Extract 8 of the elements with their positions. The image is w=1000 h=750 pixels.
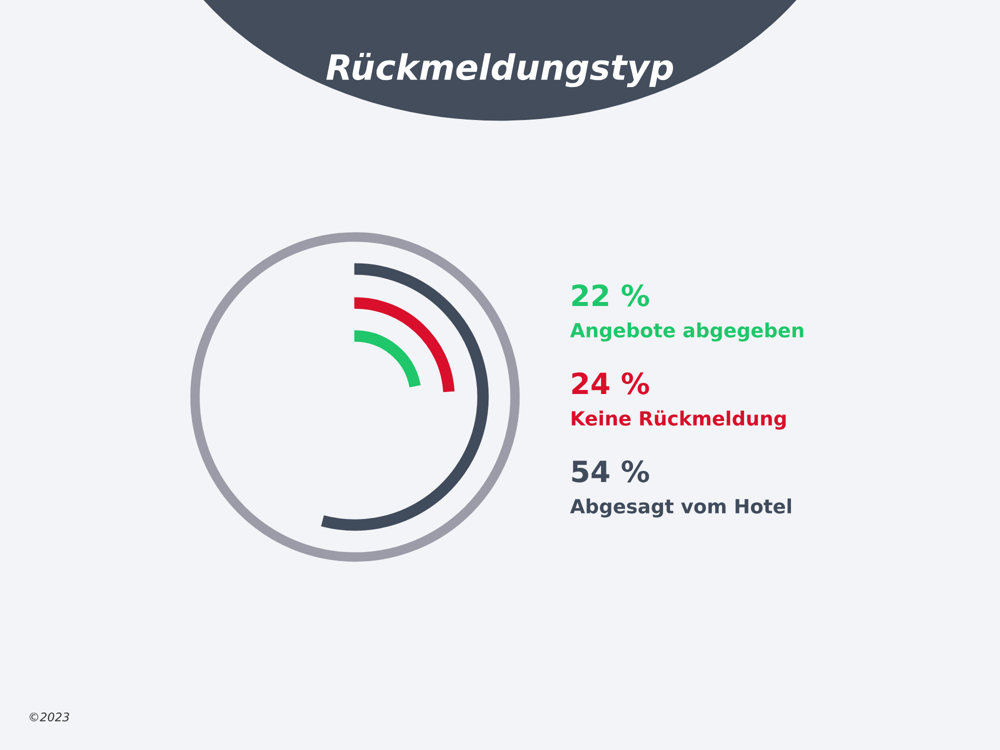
category-label: Angebote abgegeben xyxy=(570,322,804,342)
data-label: 22 % xyxy=(572,284,650,306)
data-label: 24 % xyxy=(572,372,650,394)
data-label: 54 % xyxy=(572,460,650,482)
text: ©2023 xyxy=(30,712,70,722)
text: Rückmeldungstyp xyxy=(326,52,674,88)
category-label: Keine Rückmeldung xyxy=(572,410,786,430)
category-label: Abgesagt vom Hotel xyxy=(570,498,791,518)
